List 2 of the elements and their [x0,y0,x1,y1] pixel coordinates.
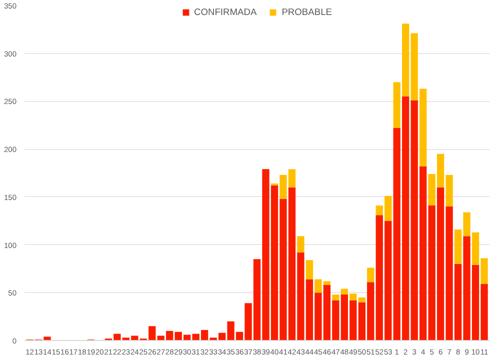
legend-label: PROBABLE [282,7,332,17]
legend-label: CONFIRMADA [194,7,257,17]
